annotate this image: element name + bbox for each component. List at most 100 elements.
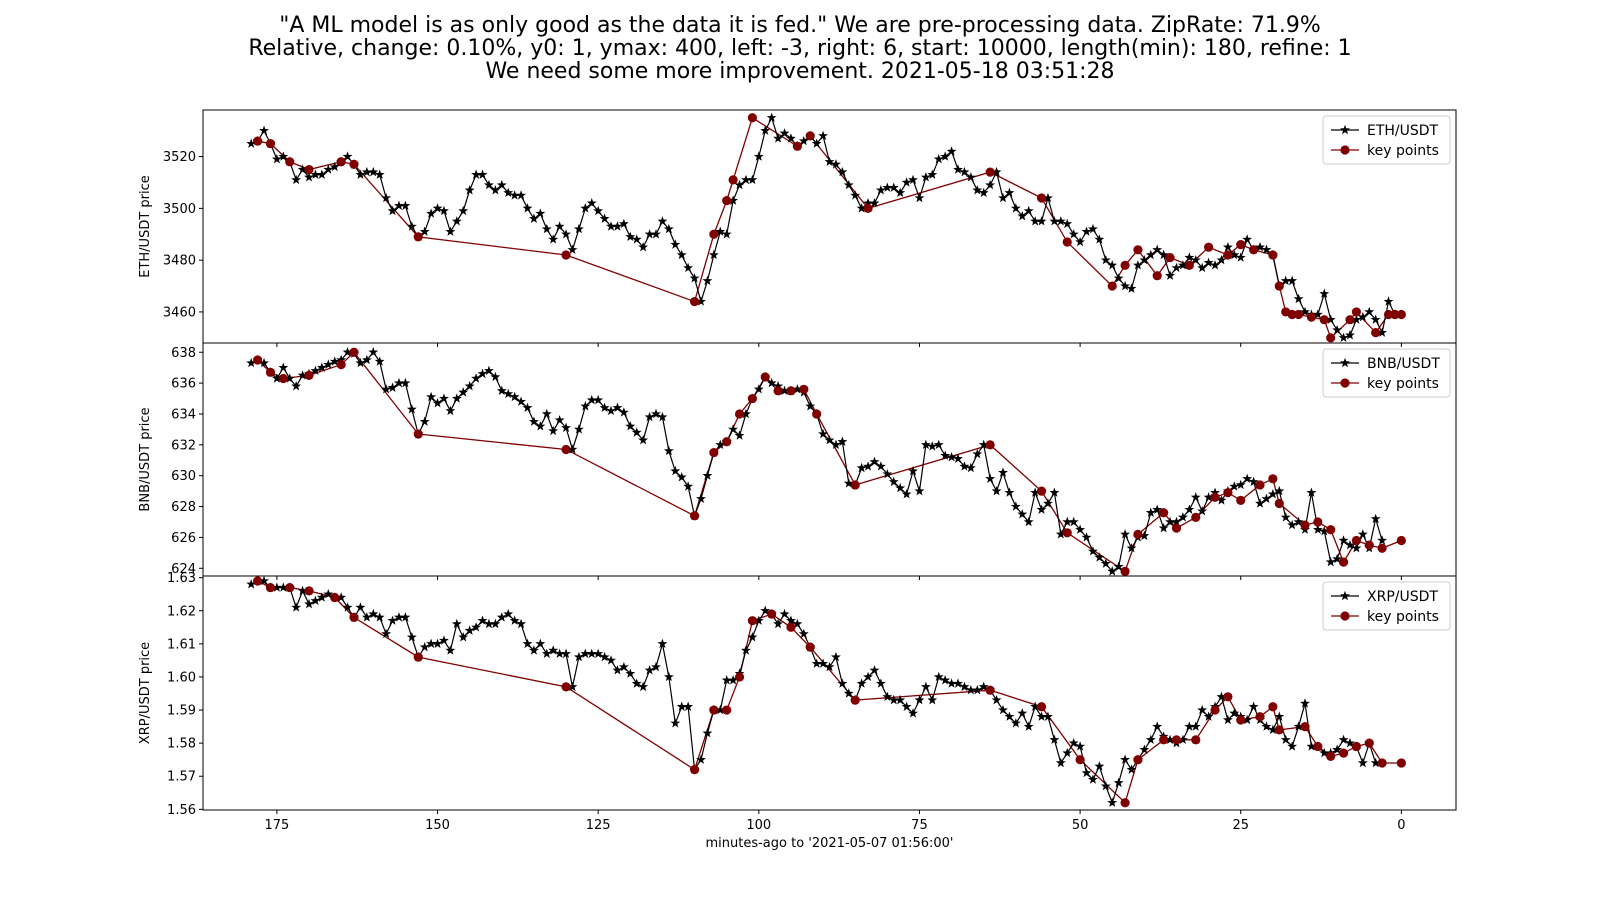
key-point	[304, 586, 314, 596]
key-point	[253, 136, 263, 146]
y-tick-label: 628	[171, 500, 196, 515]
key-point	[349, 612, 359, 622]
series-point	[1210, 487, 1220, 497]
series-point	[471, 373, 482, 383]
series-point	[278, 582, 289, 592]
key-point	[1377, 543, 1387, 553]
series-point	[535, 208, 546, 218]
series-point	[869, 198, 880, 208]
key-point	[1351, 741, 1362, 752]
key-point	[786, 386, 796, 396]
x-tick-label: 125	[586, 818, 611, 833]
series-point	[1100, 254, 1111, 265]
series-point	[246, 357, 257, 368]
key-point	[265, 367, 276, 377]
series-point	[477, 169, 488, 179]
series-point	[381, 384, 392, 394]
series-point	[1113, 777, 1124, 788]
legend-key-label: key points	[1367, 143, 1439, 159]
series-point	[400, 612, 411, 622]
key-point	[1396, 535, 1406, 546]
series-point	[477, 368, 488, 379]
series-point	[271, 153, 282, 164]
series-point	[509, 391, 520, 402]
series-point	[1107, 566, 1118, 576]
key-point	[1300, 721, 1310, 732]
key-point	[349, 347, 359, 357]
series-point	[368, 166, 379, 177]
series-point	[1088, 223, 1098, 234]
series-point	[1325, 314, 1336, 324]
series-point	[1152, 721, 1163, 731]
key-point	[413, 429, 423, 439]
legend: BNB/USDT key points	[1322, 348, 1451, 398]
key-point	[1036, 193, 1047, 203]
x-tick-label: 50	[1072, 818, 1089, 833]
series-point	[631, 678, 642, 688]
series-point	[1222, 714, 1233, 725]
series-point	[323, 359, 334, 369]
series-point	[1261, 721, 1272, 731]
series-point	[451, 216, 462, 226]
key-point	[1165, 252, 1175, 263]
key-point	[1236, 240, 1246, 250]
key-points-line	[257, 580, 1402, 804]
key-point	[336, 157, 346, 167]
series-point	[1280, 275, 1291, 286]
key-point	[1345, 315, 1355, 325]
series-point	[721, 229, 732, 239]
series-point	[1357, 529, 1368, 539]
series-point	[625, 668, 636, 678]
series-point	[1177, 512, 1188, 522]
series-point	[638, 435, 649, 445]
y-tick-label: 3520	[163, 150, 196, 165]
series-point	[618, 407, 629, 417]
key-point	[1210, 492, 1220, 502]
key-point	[1171, 735, 1182, 745]
series-point	[471, 622, 482, 632]
series-point	[837, 166, 848, 177]
legend-series-label: BNB/USDT	[1367, 356, 1440, 372]
key-point	[1255, 480, 1265, 490]
series-point	[1165, 270, 1175, 280]
key-point	[805, 642, 815, 652]
series-point	[715, 226, 726, 236]
series-point	[516, 190, 527, 200]
y-tick-label: 636	[171, 377, 196, 392]
key-point	[1255, 712, 1265, 722]
series-point	[953, 164, 963, 174]
series-point	[278, 362, 289, 372]
series-point	[284, 373, 295, 383]
series-point	[381, 192, 392, 203]
series-point	[599, 402, 610, 413]
series-point	[1055, 216, 1066, 226]
series-point	[927, 694, 938, 705]
legend-key-label: key points	[1367, 376, 1439, 392]
series-point	[985, 473, 996, 483]
key-point	[1133, 529, 1143, 539]
series-point	[580, 203, 591, 213]
series-point	[567, 444, 578, 454]
series-point	[445, 405, 456, 416]
series-point	[606, 405, 616, 416]
series-point	[978, 681, 989, 692]
series-point	[1248, 476, 1259, 487]
series-point	[1017, 509, 1028, 519]
key-point	[265, 582, 276, 593]
series-point	[786, 133, 796, 143]
key-point	[728, 175, 738, 185]
series-point	[1357, 757, 1368, 768]
series-point	[451, 393, 462, 403]
series-point	[1184, 504, 1195, 514]
series-point	[361, 166, 372, 177]
series-point	[464, 625, 475, 635]
series-point	[837, 678, 848, 688]
key-point	[1377, 758, 1387, 768]
series-point	[426, 208, 437, 218]
series-line	[250, 351, 1383, 573]
series-point	[1075, 524, 1086, 534]
series-point	[1049, 734, 1060, 745]
series-point	[818, 658, 829, 668]
key-point	[1133, 755, 1143, 765]
series-point	[972, 684, 983, 695]
